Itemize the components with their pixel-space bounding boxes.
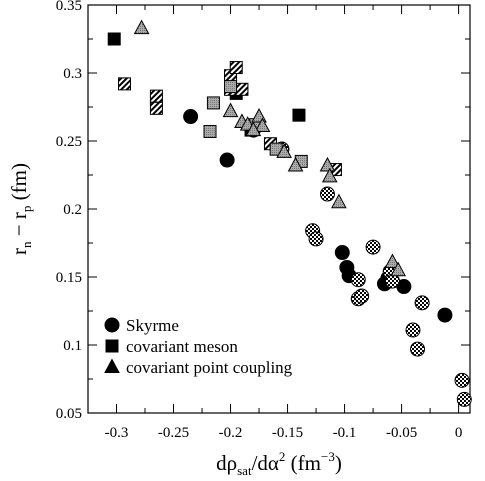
x-tick-label: -0.3	[105, 425, 129, 441]
square-hatched-point	[149, 89, 163, 103]
circle-black-point	[437, 307, 453, 323]
axis-tick-labels: -0.3 -0.25 -0.2 -0.15 -0.1 -0.05 0 0.05 0.1 0.15 0…	[56, 0, 463, 441]
y-label-sub1: n	[19, 241, 34, 248]
x-tick-label: 0	[455, 425, 463, 441]
x-tick-label: -0.05	[386, 425, 417, 441]
x-label-unit: (fm	[285, 451, 321, 475]
x-label-sub: sat	[237, 463, 252, 478]
triangle-gray-point	[222, 102, 239, 118]
x-label-sup: 2	[279, 449, 286, 464]
y-tick-label: 0.25	[56, 134, 82, 150]
x-axis-label: dρsat/dα2 (fm−3)	[216, 449, 342, 478]
legend: Skyrme covariant meson covariant point cou…	[104, 316, 293, 377]
x-label-close: )	[335, 451, 342, 475]
circle-black-point	[219, 152, 235, 168]
square-hatched-point	[235, 82, 249, 96]
legend-label: covariant meson	[126, 337, 238, 356]
x-tick-label: -0.15	[272, 425, 303, 441]
x-label-rest: /dα	[252, 451, 279, 475]
triangle-gray-point	[319, 156, 336, 172]
circle-checker-point	[308, 231, 324, 247]
circle-checker-point	[454, 372, 470, 388]
triangle-gray-point	[390, 261, 406, 277]
x-tick-label: -0.2	[219, 425, 243, 441]
triangle-gray-point	[384, 253, 401, 269]
square-black-point	[107, 32, 121, 46]
circle-checker-point	[410, 341, 426, 357]
square-gray-point	[203, 124, 217, 138]
y-tick-label: 0.35	[56, 0, 82, 14]
y-axis-label: rn − rp (fm)	[7, 163, 34, 255]
x-tick-label: -0.1	[333, 425, 357, 441]
y-tick-label: 0.15	[56, 270, 82, 286]
data-points	[107, 19, 472, 407]
y-label-sub2: p	[19, 206, 34, 213]
triangle-gray-point	[276, 143, 292, 158]
x-label-main: dρ	[216, 451, 237, 475]
square-gray-point	[224, 80, 238, 94]
y-tick-label: 0.3	[63, 66, 82, 82]
y-tick-label: 0.1	[63, 338, 82, 354]
x-tick-label: -0.25	[158, 425, 189, 441]
circle-black-point	[334, 245, 350, 261]
square-hatched-point	[117, 77, 131, 91]
circle-checker-point	[354, 288, 370, 304]
square-hatched-point	[149, 101, 163, 115]
y-label-unit: (fm)	[7, 163, 31, 206]
axis-ticks	[87, 4, 470, 414]
legend-label: covariant point coupling	[126, 358, 293, 377]
legend-triangle-marker	[104, 358, 120, 373]
y-label-mid: − r	[7, 212, 31, 241]
triangle-gray-point	[251, 107, 267, 123]
circle-checker-point	[350, 272, 366, 288]
circle-checker-point	[365, 239, 381, 255]
triangle-gray-point	[331, 193, 347, 209]
square-gray-point	[206, 96, 220, 110]
legend-label: Skyrme	[126, 316, 179, 335]
square-black-point	[292, 108, 306, 122]
circle-checker-point	[414, 295, 430, 311]
circle-checker-point	[319, 186, 335, 202]
square-hatched-point	[229, 61, 243, 75]
triangle-gray-point	[245, 121, 262, 137]
legend-square-marker	[105, 339, 119, 353]
triangle-gray-point	[287, 156, 304, 172]
y-tick-label: 0.2	[63, 202, 82, 218]
circle-black-point	[183, 109, 199, 125]
circle-checker-point	[405, 322, 421, 338]
y-tick-label: 0.05	[56, 406, 82, 422]
triangle-gray-point	[321, 167, 338, 183]
x-label-unit-sup: −3	[321, 449, 335, 464]
circle-checker-point	[456, 391, 472, 407]
legend-circle-marker	[104, 317, 120, 333]
y-label-main: r	[7, 248, 31, 255]
triangle-gray-point	[254, 117, 271, 133]
triangle-gray-point	[133, 19, 150, 35]
